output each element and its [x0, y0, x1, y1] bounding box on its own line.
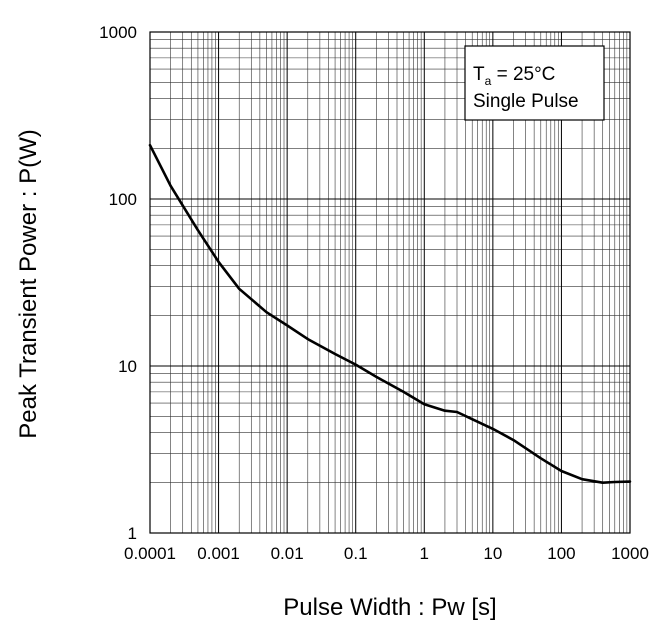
y-tick-label: 100	[109, 190, 137, 209]
legend-condition: Ta = 25°C	[473, 64, 555, 88]
series-layer	[148, 143, 632, 485]
x-axis-label: Pulse Width : Pw [s]	[283, 594, 496, 621]
x-tick-label: 1	[420, 544, 429, 563]
y-tick-labels: 1 10 100 1000	[99, 23, 137, 543]
grid-minor	[150, 32, 630, 533]
legend-symbol: T	[473, 64, 485, 85]
legend-box: Ta = 25°C Single Pulse	[464, 45, 605, 121]
legend-line2: Single Pulse	[473, 91, 579, 112]
series-line-peak-power	[148, 143, 632, 485]
legend-frame	[464, 45, 605, 121]
y-tick-label: 1000	[99, 23, 137, 42]
legend-subscript: a	[485, 74, 492, 88]
legend-condition-rest: = 25°C	[491, 64, 555, 85]
y-tick-label: 1	[128, 524, 137, 543]
y-axis-label: Peak Transient Power : P(W)	[15, 129, 42, 438]
x-tick-label: 0.001	[197, 544, 240, 563]
x-tick-label: 0.0001	[124, 544, 176, 563]
x-tick-label: 0.1	[344, 544, 368, 563]
x-tick-label: 1000	[611, 544, 649, 563]
x-tick-label: 10	[483, 544, 502, 563]
x-tick-label: 0.01	[271, 544, 304, 563]
x-tick-label: 100	[547, 544, 575, 563]
y-tick-label: 10	[118, 357, 137, 376]
x-tick-labels: 0.0001 0.001 0.01 0.1 1 10 100 1000	[124, 544, 649, 563]
plot-area-frame	[149, 31, 631, 534]
